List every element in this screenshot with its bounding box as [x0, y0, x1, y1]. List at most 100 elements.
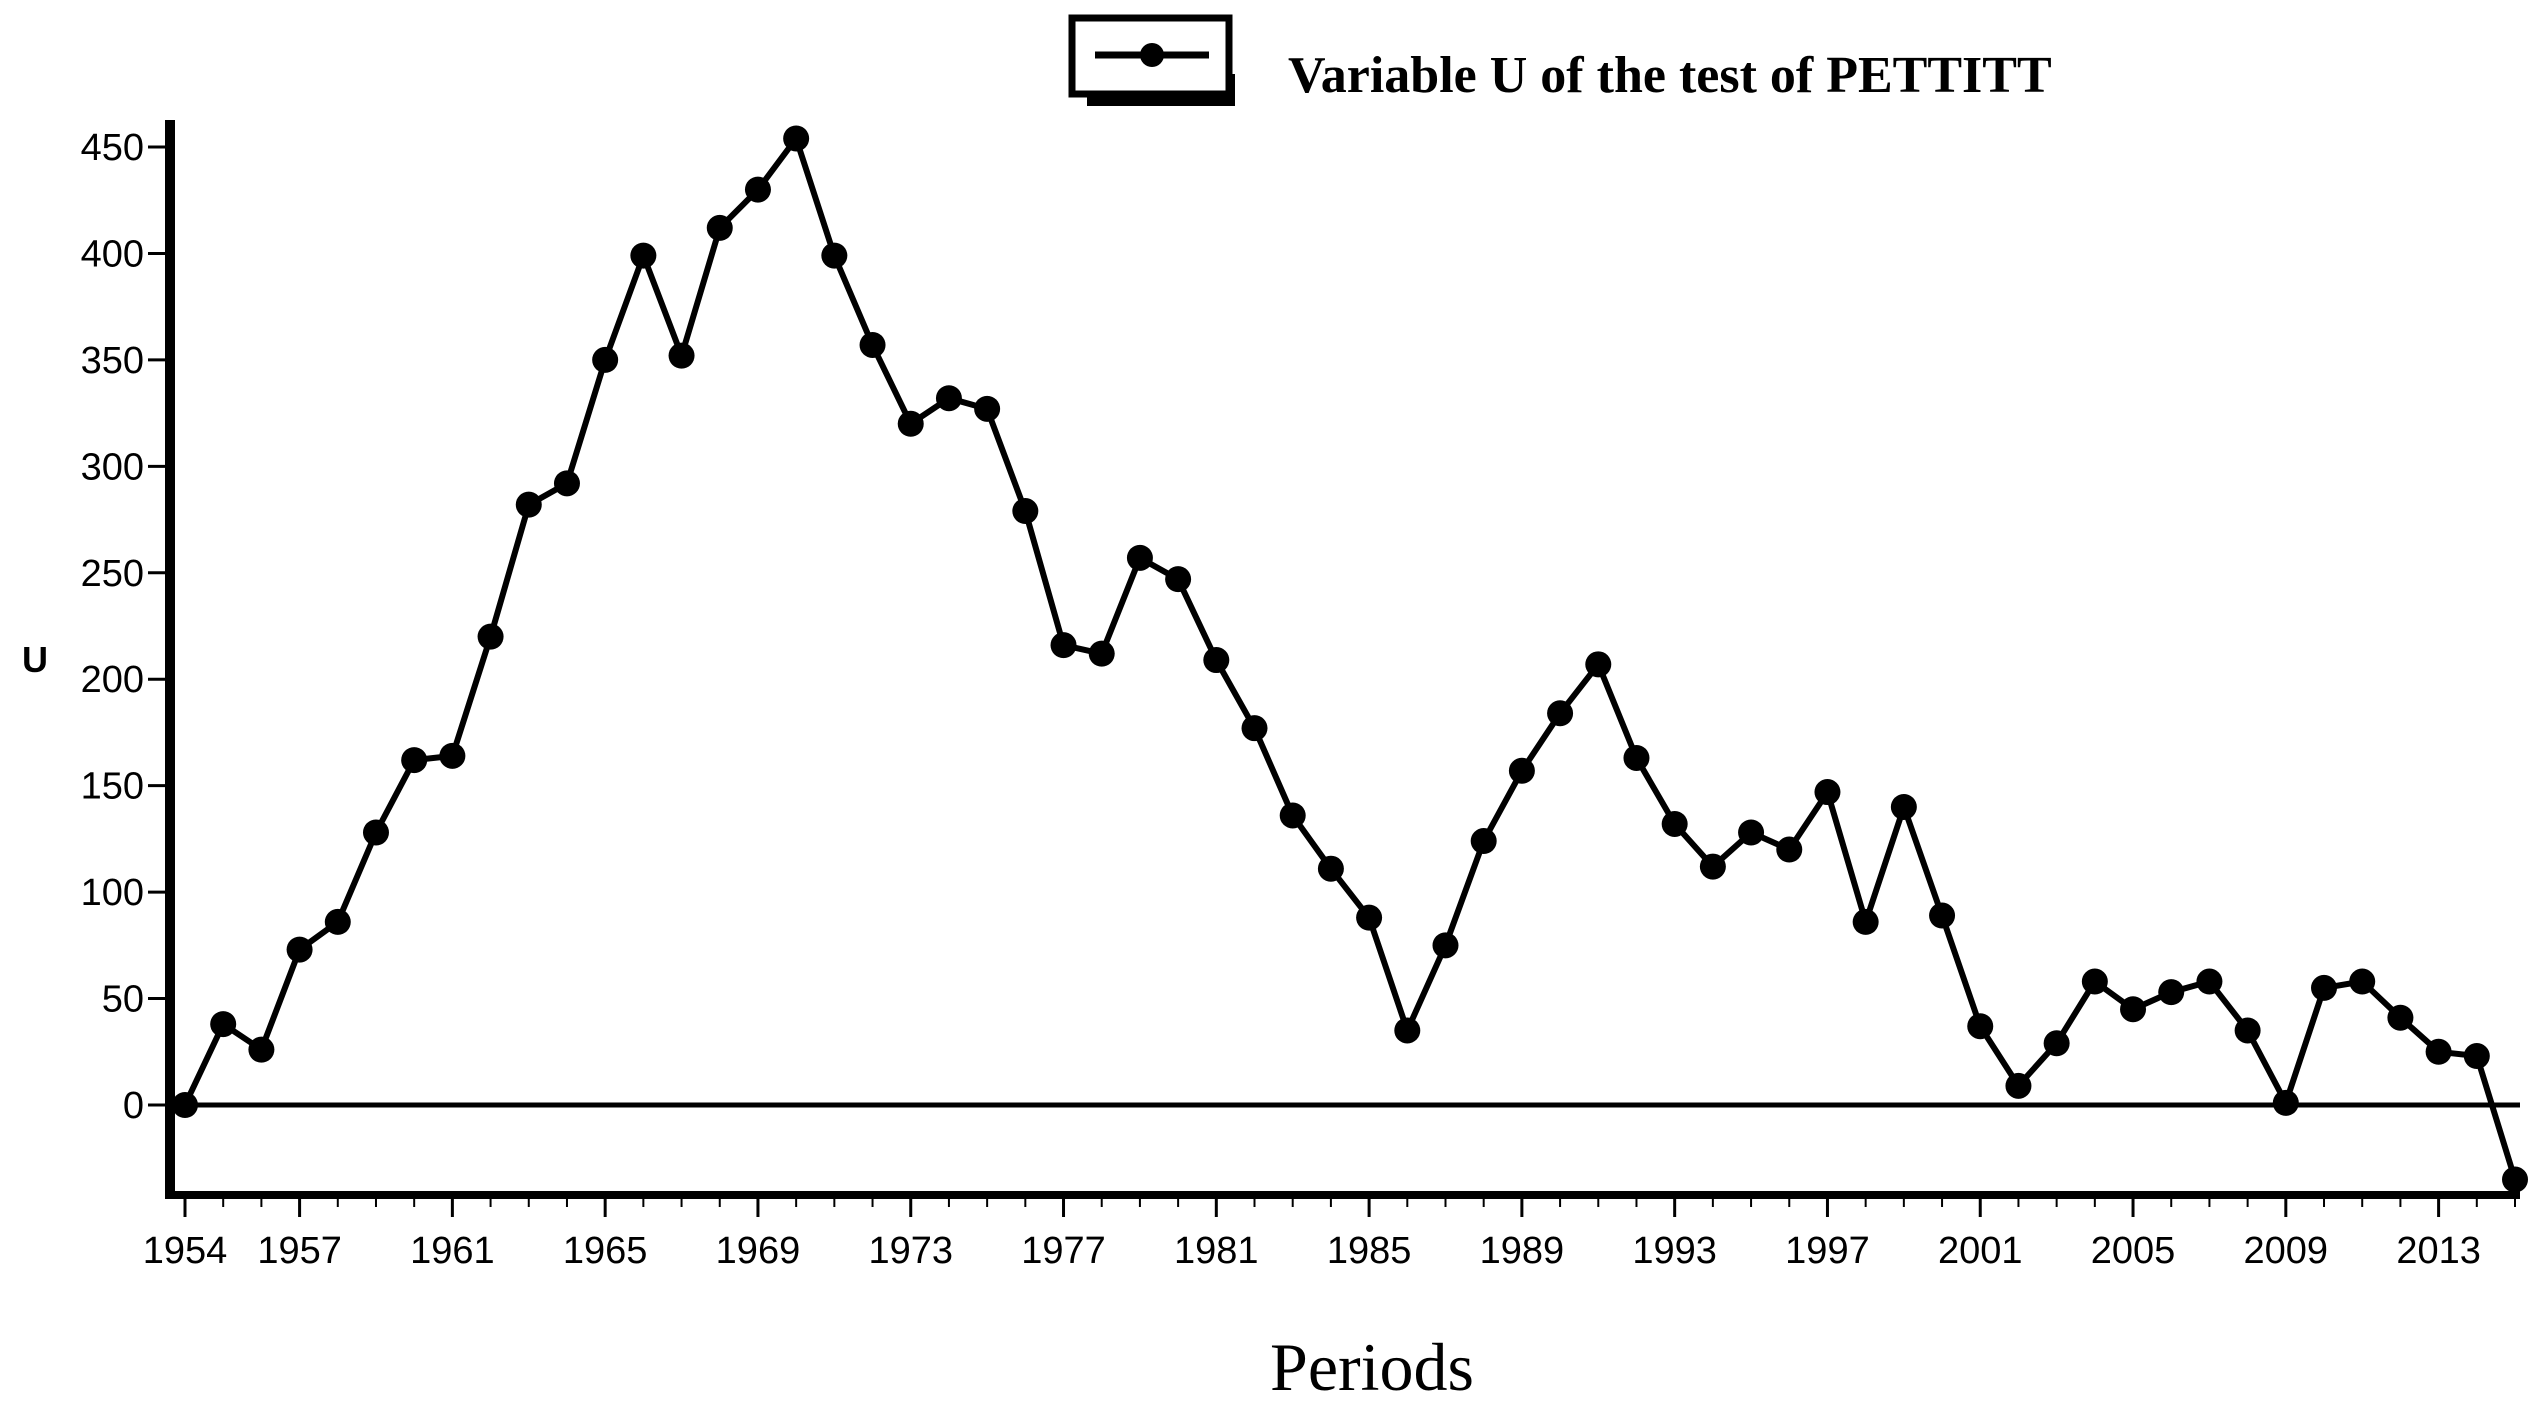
- data-point: [1356, 904, 1383, 931]
- series-line: [182, 135, 2518, 1181]
- y-tick-label: 150: [81, 766, 144, 808]
- data-point: [1929, 902, 1956, 929]
- data-point: [2349, 968, 2376, 995]
- x-tick-label: 1997: [1785, 1230, 1870, 1272]
- data-point: [2311, 974, 2338, 1001]
- x-tick-label: 2013: [2396, 1230, 2481, 1272]
- data-point: [1585, 651, 1612, 678]
- data-point: [2081, 968, 2108, 995]
- x-tick-label: 2009: [2244, 1230, 2329, 1272]
- data-point: [1623, 744, 1650, 771]
- y-tick-label: 300: [81, 446, 144, 488]
- data-point: [362, 819, 389, 846]
- series-group: [172, 125, 2528, 1193]
- data-point: [821, 242, 848, 269]
- data-point: [1203, 647, 1230, 674]
- x-tick-label: 1993: [1632, 1230, 1717, 1272]
- data-point: [2387, 1004, 2414, 1031]
- y-tick-label: 200: [81, 659, 144, 701]
- data-point: [1050, 632, 1077, 659]
- data-point: [1814, 779, 1841, 806]
- data-point: [974, 395, 1001, 422]
- y-tick-label: 400: [81, 233, 144, 275]
- data-point: [477, 623, 504, 650]
- data-point: [1661, 810, 1688, 837]
- x-tick-label: 1989: [1480, 1230, 1565, 1272]
- data-point: [935, 385, 962, 412]
- data-point: [1126, 544, 1153, 571]
- x-tick-label: 1954: [143, 1230, 228, 1272]
- x-ticks: 1954 1957 1961 1965 1969 1973 1977 1981 1985 1989…: [143, 1195, 2516, 1272]
- y-tick-label: 0: [123, 1085, 144, 1127]
- data-point: [2463, 1043, 2490, 1070]
- data-point: [1738, 819, 1765, 846]
- x-tick-label: 1977: [1021, 1230, 1106, 1272]
- data-point: [1699, 853, 1726, 880]
- x-tick-label: 1957: [257, 1230, 342, 1272]
- data-point: [515, 491, 542, 518]
- data-point: [2196, 968, 2223, 995]
- data-point: [668, 342, 695, 369]
- x-tick-label: 2005: [2091, 1230, 2176, 1272]
- data-point: [1088, 640, 1115, 667]
- data-point: [2234, 1017, 2261, 1044]
- data-point: [172, 1092, 198, 1118]
- data-point: [630, 242, 657, 269]
- data-point: [2043, 1030, 2070, 1057]
- legend: Variable U of the test of PETTITT: [1068, 14, 2052, 106]
- data-point: [248, 1036, 275, 1063]
- y-tick-label: 450: [81, 127, 144, 169]
- data-point: [2120, 996, 2147, 1023]
- data-point: [744, 176, 771, 203]
- data-point: [706, 214, 733, 241]
- data-point: [2272, 1089, 2299, 1116]
- y-ticks: 0 50 100 150 200 250 300 350 400 450: [81, 127, 170, 1127]
- data-point: [1165, 566, 1192, 593]
- x-tick-label: 1969: [716, 1230, 801, 1272]
- legend-marker-icon: [1140, 43, 1164, 67]
- data-point: [1547, 700, 1574, 727]
- x-axis-title: Periods: [1270, 1329, 1474, 1405]
- data-point: [1470, 828, 1497, 855]
- data-point: [592, 346, 619, 373]
- data-point: [1432, 932, 1459, 959]
- data-point: [286, 936, 313, 963]
- data-point: [1012, 498, 1039, 525]
- x-tick-label: 1961: [410, 1230, 495, 1272]
- y-tick-label: 250: [81, 553, 144, 595]
- data-point: [401, 747, 428, 774]
- y-tick-label: 100: [81, 872, 144, 914]
- data-point: [1241, 715, 1268, 742]
- x-tick-label: 1973: [868, 1230, 953, 1272]
- data-point: [2158, 979, 2185, 1006]
- x-tick-label: 2001: [1938, 1230, 2023, 1272]
- data-point: [2005, 1072, 2032, 1099]
- y-tick-label: 350: [81, 340, 144, 382]
- data-point: [1279, 802, 1306, 829]
- data-point: [783, 125, 810, 152]
- data-point: [1394, 1017, 1421, 1044]
- data-point: [1317, 855, 1344, 882]
- data-point: [1852, 908, 1879, 935]
- data-point: [1508, 757, 1535, 784]
- data-point: [210, 1011, 237, 1038]
- legend-label: Variable U of the test of PETTITT: [1288, 47, 2052, 104]
- x-tick-label: 1965: [563, 1230, 648, 1272]
- y-axis-title: U: [22, 639, 48, 680]
- data-point: [1890, 793, 1917, 820]
- data-point: [324, 908, 351, 935]
- data-point: [439, 742, 466, 769]
- data-point: [859, 331, 886, 358]
- x-tick-label: 1981: [1174, 1230, 1259, 1272]
- data-point: [553, 470, 580, 497]
- y-tick-label: 50: [102, 979, 144, 1021]
- data-point: [2425, 1038, 2452, 1065]
- x-tick-label: 1985: [1327, 1230, 1412, 1272]
- axes: [165, 120, 2520, 1199]
- data-point: [2502, 1166, 2528, 1193]
- data-point: [1776, 836, 1803, 863]
- data-point: [897, 410, 924, 437]
- data-point: [1967, 1013, 1994, 1040]
